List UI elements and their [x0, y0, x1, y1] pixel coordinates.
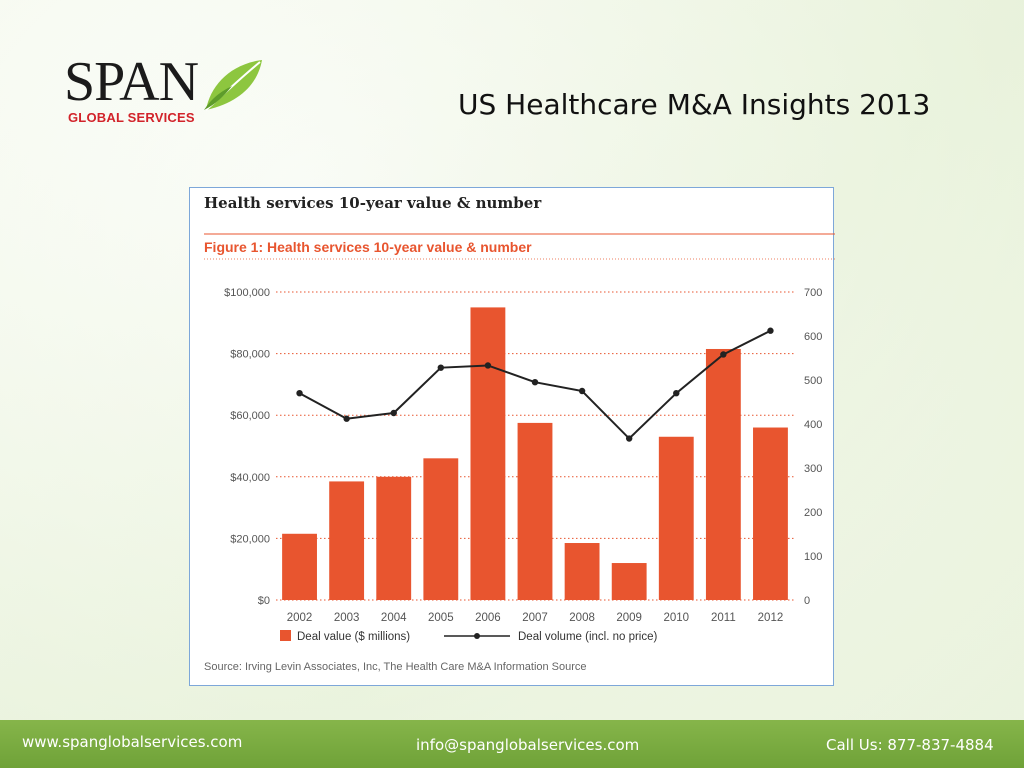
x-tick-label: 2008 [569, 612, 595, 624]
legend-line-label: Deal volume (incl. no price) [518, 631, 658, 643]
left-tick-label: $40,000 [230, 472, 270, 484]
combo-chart: Health services 10-year value & number Fi… [204, 194, 835, 673]
right-tick-label: 200 [804, 507, 822, 519]
volume-point-2011 [720, 351, 727, 358]
footer-bar: www.spanglobalservices.com info@spanglob… [0, 720, 1024, 768]
x-tick-label: 2011 [711, 612, 736, 624]
legend-bar-swatch [280, 630, 291, 641]
left-tick-label: $60,000 [230, 410, 270, 422]
x-tick-label: 2004 [381, 612, 407, 624]
chart-source: Source: Irving Levin Associates, Inc, Th… [204, 661, 587, 673]
volume-point-2006 [484, 362, 492, 369]
logo-subtitle: GLOBAL SERVICES [68, 110, 195, 125]
legend-line-marker [474, 633, 480, 639]
right-tick-label: 300 [804, 463, 822, 475]
bar-2010 [658, 436, 694, 600]
volume-point-2003 [343, 415, 350, 422]
bar-2003 [329, 481, 365, 600]
right-tick-label: 600 [804, 331, 822, 343]
volume-point-2012 [767, 327, 774, 334]
x-tick-label: 2012 [758, 612, 784, 624]
bar-2002 [282, 533, 317, 600]
footer-phone: Call Us: 877-837-4884 [826, 736, 994, 754]
bar-2005 [423, 458, 459, 600]
bar-2007 [517, 422, 553, 600]
x-tick-label: 2010 [663, 612, 689, 624]
leaf-icon [204, 60, 262, 111]
bar-2012 [753, 427, 788, 600]
bar-2004 [376, 476, 412, 600]
bar-2009 [611, 563, 647, 600]
volume-point-2008 [578, 387, 586, 395]
right-tick-label: 700 [804, 287, 822, 299]
volume-point-2005 [437, 364, 445, 371]
chart-header: Health services 10-year value & number [204, 194, 542, 212]
volume-point-2010 [673, 390, 680, 397]
span-logo: SPAN GLOBAL SERVICES [62, 52, 272, 132]
chart-title: Figure 1: Health services 10-year value … [204, 239, 532, 255]
right-tick-label: 500 [804, 375, 822, 387]
footer-website-link[interactable]: www.spanglobalservices.com [22, 733, 243, 751]
x-tick-label: 2007 [522, 612, 548, 624]
left-tick-label: $80,000 [230, 349, 270, 361]
left-tick-label: $100,000 [224, 287, 270, 299]
volume-point-2007 [531, 379, 539, 386]
x-tick-label: 2006 [475, 612, 501, 624]
x-tick-label: 2002 [287, 612, 313, 624]
footer-email-link[interactable]: info@spanglobalservices.com [416, 736, 640, 754]
x-tick-label: 2003 [334, 612, 360, 624]
x-tick-label: 2009 [616, 612, 642, 624]
volume-point-2009 [625, 435, 633, 442]
volume-point-2004 [390, 409, 397, 417]
right-tick-label: 0 [804, 595, 810, 607]
right-tick-label: 100 [804, 551, 822, 563]
left-tick-label: $0 [258, 595, 270, 607]
volume-point-2002 [296, 390, 303, 397]
bar-2008 [564, 543, 600, 600]
legend-bar-label: Deal value ($ millions) [297, 631, 410, 643]
x-tick-label: 2005 [428, 612, 454, 624]
bar-2011 [705, 348, 741, 600]
bar-2006 [470, 307, 506, 600]
slide-title: US Healthcare M&A Insights 2013 [458, 88, 931, 121]
chart-frame: Health services 10-year value & number Fi… [189, 187, 835, 686]
left-tick-label: $20,000 [230, 533, 270, 545]
logo-wordmark: SPAN [64, 51, 199, 113]
right-tick-label: 400 [804, 419, 822, 431]
